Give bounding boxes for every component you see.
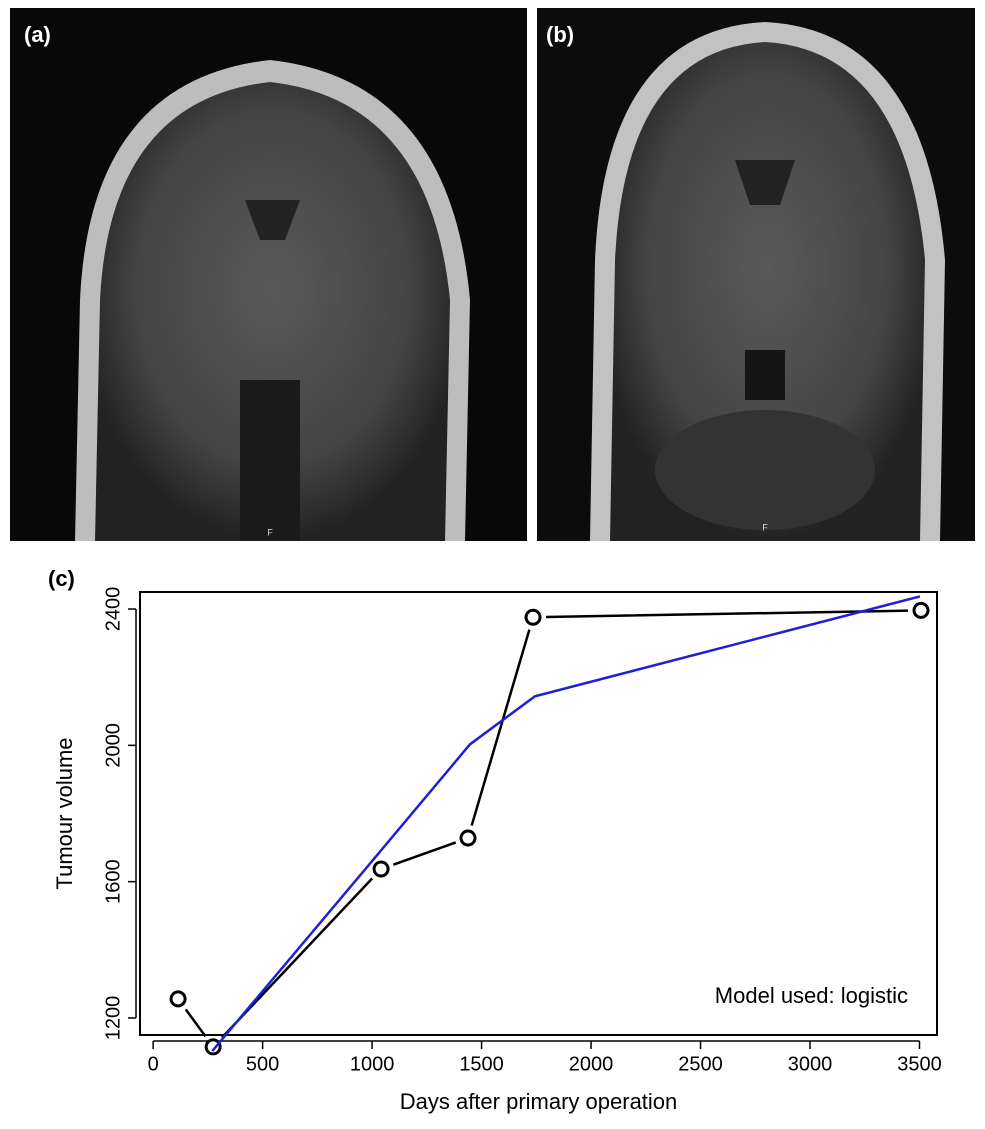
- y-tick-label: 1200: [102, 996, 124, 1041]
- panel-label: (a): [24, 22, 51, 47]
- x-axis-title: Days after primary operation: [400, 1089, 678, 1114]
- x-tick-label: 500: [246, 1053, 279, 1075]
- data-point: [374, 862, 388, 876]
- plot-frame: [140, 592, 937, 1035]
- x-tick-label: 1000: [350, 1053, 395, 1075]
- mri-a: [10, 8, 527, 541]
- data-point: [526, 610, 540, 624]
- data-point: [914, 603, 928, 617]
- panel-label: (b): [546, 22, 574, 47]
- image-marker: F: [762, 522, 768, 532]
- y-tick-label: 2000: [102, 723, 124, 768]
- figure: (a) (b) F F (c) 0 500 1000 1500 2000 2500 3000…: [0, 0, 985, 1129]
- series-line: [186, 611, 908, 1038]
- image-marker: F: [267, 527, 273, 537]
- x-tick-label: 2500: [678, 1053, 723, 1075]
- mri-b: [537, 8, 975, 541]
- x-tick-label: 1500: [459, 1053, 504, 1075]
- y-axis-title: Tumour volume: [52, 737, 77, 889]
- data-point: [206, 1040, 220, 1054]
- y-tick-label: 2400: [102, 587, 124, 632]
- x-tick-label: 0: [148, 1053, 159, 1075]
- panel-label: (c): [48, 566, 75, 591]
- y-tick-label: 1600: [102, 859, 124, 904]
- chart: 0 500 1000 1500 2000 2500 3000 3500 1200 1600 2000…: [52, 587, 942, 1114]
- data-point: [461, 831, 475, 845]
- x-tick-label: 3000: [788, 1053, 833, 1075]
- x-tick-label: 2000: [569, 1053, 614, 1075]
- x-tick-label: 3500: [897, 1053, 942, 1075]
- data-point: [171, 992, 185, 1006]
- annotation: Model used: logistic: [715, 983, 908, 1008]
